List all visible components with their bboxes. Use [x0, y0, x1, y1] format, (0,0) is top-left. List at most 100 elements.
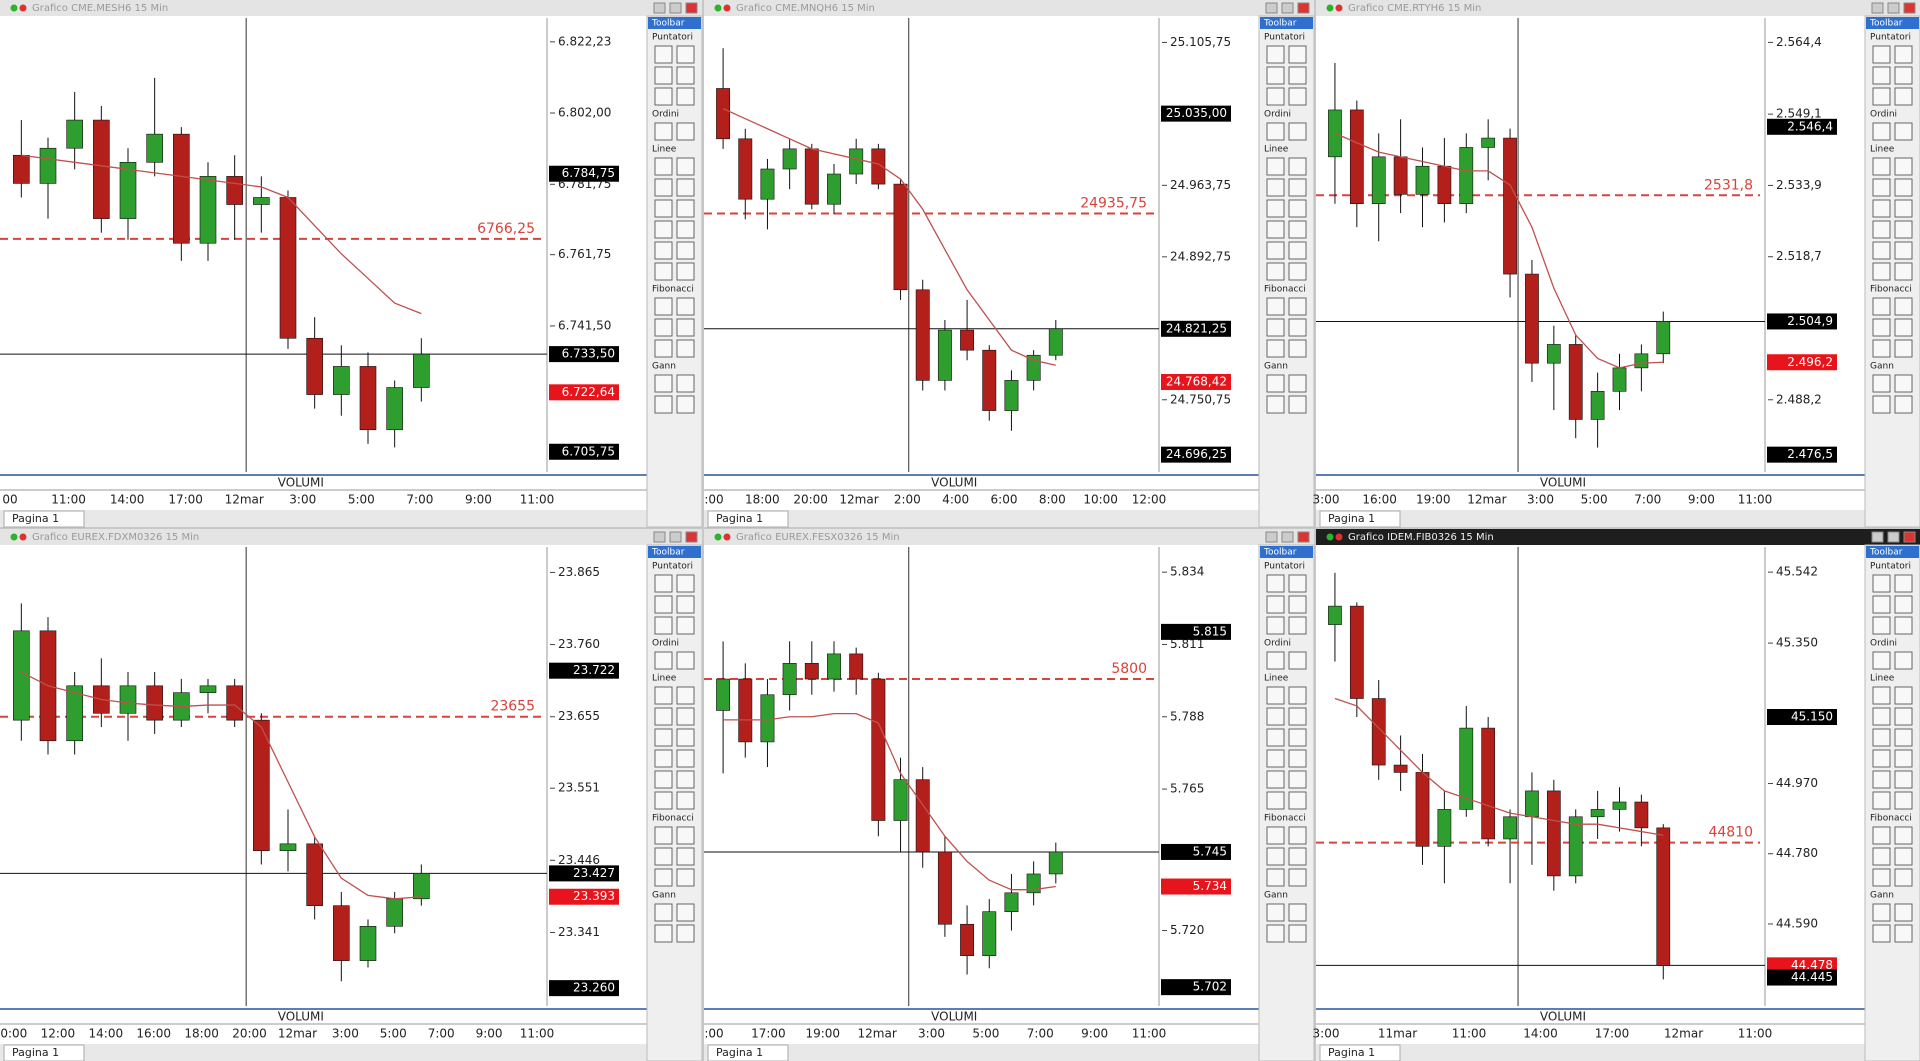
tool-button[interactable] [1894, 199, 1913, 218]
tool-button[interactable] [1266, 395, 1285, 414]
tool-button[interactable] [676, 262, 695, 281]
tool-button[interactable] [654, 395, 673, 414]
tool-button[interactable] [1872, 595, 1891, 614]
tool-button[interactable] [654, 791, 673, 810]
tool-button[interactable] [654, 770, 673, 789]
tool-button[interactable] [1288, 686, 1307, 705]
tool-button[interactable] [1266, 157, 1285, 176]
tool-button[interactable] [676, 66, 695, 85]
tool-button[interactable] [1894, 122, 1913, 141]
tool-button[interactable] [1288, 924, 1307, 943]
tool-button[interactable] [676, 199, 695, 218]
tool-button[interactable] [1872, 574, 1891, 593]
tool-button[interactable] [654, 707, 673, 726]
tool-button[interactable] [654, 241, 673, 260]
tool-button[interactable] [1288, 157, 1307, 176]
window-button[interactable] [653, 2, 666, 14]
tool-button[interactable] [1894, 178, 1913, 197]
tool-button[interactable] [1872, 651, 1891, 670]
tool-button[interactable] [1872, 45, 1891, 64]
tool-button[interactable] [1288, 616, 1307, 635]
tool-button[interactable] [676, 374, 695, 393]
tool-button[interactable] [654, 924, 673, 943]
tool-button[interactable] [1872, 199, 1891, 218]
tool-button[interactable] [1266, 45, 1285, 64]
tool-button[interactable] [1894, 651, 1913, 670]
window-button[interactable] [1297, 2, 1310, 14]
tool-button[interactable] [1872, 847, 1891, 866]
tool-button[interactable] [676, 868, 695, 887]
tool-button[interactable] [1894, 339, 1913, 358]
tool-button[interactable] [1894, 297, 1913, 316]
tool-button[interactable] [1894, 616, 1913, 635]
tool-button[interactable] [1894, 220, 1913, 239]
tool-button[interactable] [1288, 220, 1307, 239]
tool-button[interactable] [676, 339, 695, 358]
tool-button[interactable] [1872, 157, 1891, 176]
window-button[interactable] [1871, 2, 1884, 14]
tool-button[interactable] [676, 707, 695, 726]
tool-button[interactable] [1288, 87, 1307, 106]
tool-button[interactable] [1288, 374, 1307, 393]
tool-button[interactable] [1266, 686, 1285, 705]
tool-button[interactable] [1894, 318, 1913, 337]
tool-button[interactable] [676, 651, 695, 670]
tool-button[interactable] [1288, 66, 1307, 85]
tool-button[interactable] [1266, 791, 1285, 810]
tool-button[interactable] [1288, 241, 1307, 260]
tool-button[interactable] [1266, 574, 1285, 593]
tool-button[interactable] [1266, 87, 1285, 106]
tool-button[interactable] [1894, 903, 1913, 922]
tool-button[interactable] [654, 122, 673, 141]
tool-button[interactable] [654, 847, 673, 866]
tool-button[interactable] [676, 318, 695, 337]
tool-button[interactable] [676, 122, 695, 141]
tool-button[interactable] [1872, 297, 1891, 316]
tool-button[interactable] [1872, 903, 1891, 922]
window-button[interactable] [1265, 531, 1278, 543]
window-button[interactable] [1903, 2, 1916, 14]
tool-button[interactable] [676, 924, 695, 943]
tool-button[interactable] [1288, 395, 1307, 414]
tool-button[interactable] [1266, 707, 1285, 726]
tool-button[interactable] [1266, 847, 1285, 866]
tool-button[interactable] [1266, 66, 1285, 85]
tool-button[interactable] [1288, 651, 1307, 670]
tool-button[interactable] [676, 297, 695, 316]
tool-button[interactable] [1872, 178, 1891, 197]
tool-button[interactable] [1266, 122, 1285, 141]
tool-button[interactable] [1872, 868, 1891, 887]
tool-button[interactable] [676, 847, 695, 866]
window-button[interactable] [653, 531, 666, 543]
tool-button[interactable] [1872, 122, 1891, 141]
page-tab[interactable] [3, 510, 85, 528]
tool-button[interactable] [676, 903, 695, 922]
tool-button[interactable] [676, 87, 695, 106]
tool-button[interactable] [1894, 707, 1913, 726]
window-button[interactable] [1297, 531, 1310, 543]
tool-button[interactable] [1288, 574, 1307, 593]
tool-button[interactable] [654, 595, 673, 614]
tool-button[interactable] [676, 749, 695, 768]
tool-button[interactable] [1288, 728, 1307, 747]
tool-button[interactable] [1894, 728, 1913, 747]
tool-button[interactable] [1872, 616, 1891, 635]
tool-button[interactable] [1266, 826, 1285, 845]
tool-button[interactable] [654, 616, 673, 635]
window-button[interactable] [669, 2, 682, 14]
window-button[interactable] [1265, 2, 1278, 14]
tool-button[interactable] [1872, 66, 1891, 85]
tool-button[interactable] [1288, 45, 1307, 64]
tool-button[interactable] [676, 770, 695, 789]
tool-button[interactable] [1288, 707, 1307, 726]
tool-button[interactable] [1894, 924, 1913, 943]
tool-button[interactable] [676, 595, 695, 614]
tool-button[interactable] [654, 178, 673, 197]
tool-button[interactable] [1872, 749, 1891, 768]
tool-button[interactable] [654, 651, 673, 670]
tool-button[interactable] [654, 868, 673, 887]
window-button[interactable] [1281, 531, 1294, 543]
tool-button[interactable] [654, 903, 673, 922]
tool-button[interactable] [1872, 339, 1891, 358]
tool-button[interactable] [1894, 262, 1913, 281]
